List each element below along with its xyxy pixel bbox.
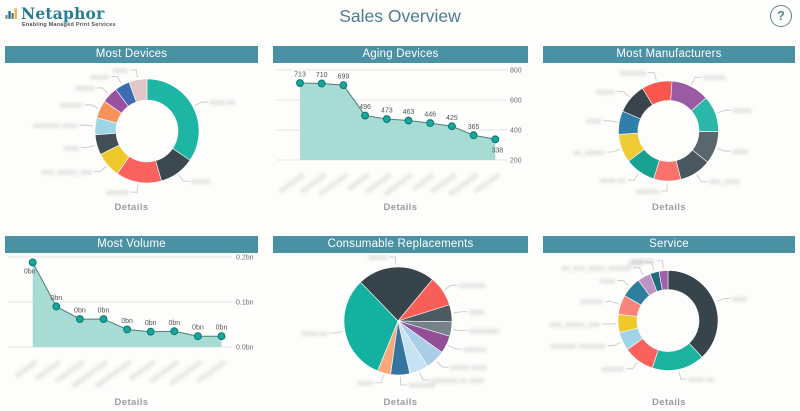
most-manufacturers-donut-chart[interactable]: xxxxxxxxxxxxxxxxxx_xxxxxxxxxxxxxx-xxxx_x…: [543, 63, 795, 198]
svg-text:xxxxxx: xxxxxx: [632, 258, 655, 265]
svg-text:xxxxxxxx: xxxxxxxx: [469, 328, 500, 335]
panel-title-consumable-replacements: Consumable Replacements: [273, 236, 528, 253]
svg-text:0bn: 0bn: [24, 268, 36, 275]
details-link-consumable-replacements[interactable]: Details: [383, 397, 418, 408]
svg-text:xxxxxx: xxxxxx: [60, 102, 83, 109]
svg-text:400: 400: [510, 128, 522, 135]
svg-text:xxxxxx: xxxxxx: [464, 346, 487, 353]
panel-service: Service xxxx xxxx-xx xxxxxx xxxxxxx xxxxxxx…: [543, 236, 795, 411]
svg-text:0.0bn: 0.0bn: [236, 345, 254, 352]
svg-text:xxxx-xx: xxxx-xx: [600, 177, 626, 184]
svg-text:xxxx: xxxx: [469, 309, 484, 316]
svg-text:xxxx: xxxx: [600, 278, 615, 285]
svg-text:xxxx: xxxx: [732, 296, 747, 303]
page-title: Sales Overview: [339, 6, 461, 26]
service-donut-chart[interactable]: xxxx xxxx-xx xxxxxx xxxxxxx xxxxxxx xxx_xxxx…: [543, 253, 795, 393]
details-link-aging-devices[interactable]: Details: [383, 202, 418, 213]
details-link-most-manufacturers[interactable]: Details: [652, 202, 686, 213]
panel-aging-devices: Aging Devices 800 600 400 200 713 710 699 496 47…: [273, 46, 528, 214]
panel-most-manufacturers: Most Manufacturers xxxxxx xxxxx xxxx xxx_xx…: [543, 46, 795, 214]
panel-title-most-manufacturers: Most Manufacturers: [543, 46, 795, 63]
svg-text:0.1bn: 0.1bn: [236, 300, 254, 307]
svg-text:xxxxxxx: xxxxxxx: [409, 382, 436, 389]
svg-text:xxx_xxxxx_xxx: xxx_xxxxx_xxx: [550, 321, 600, 328]
svg-text:xxx_xxxxx_xxx: xxx_xxxxx_xxx: [42, 169, 92, 176]
svg-text:0bn: 0bn: [216, 325, 228, 332]
svg-text:425: 425: [446, 115, 458, 122]
svg-text:xxxxx xxxx: xxxxx xxxx: [450, 364, 487, 371]
svg-text:xxxxxxx xxxxxxx: xxxxxxx xxxxxxx: [550, 343, 606, 350]
svg-text:473: 473: [381, 108, 393, 115]
svg-text:0bn: 0bn: [192, 325, 204, 332]
svg-text:699: 699: [338, 74, 350, 81]
netaphor-logo[interactable]: Netaphor Enabling Managed Print Services: [4, 4, 174, 32]
svg-text:446: 446: [424, 112, 436, 119]
svg-text:xxxxxx: xxxxxx: [636, 188, 659, 195]
help-icon: ?: [777, 9, 785, 23]
svg-text:0bn: 0bn: [74, 308, 86, 315]
svg-text:0bn: 0bn: [98, 308, 110, 315]
logo-barchart-icon: [5, 8, 17, 19]
svg-text:365: 365: [468, 124, 480, 131]
svg-text:xxxxx: xxxxx: [596, 89, 615, 96]
svg-text:xxxxxx: xxxxxx: [703, 75, 726, 82]
logo-tagline: Enabling Managed Print Services: [22, 22, 116, 28]
svg-text:338: 338: [491, 147, 503, 154]
panel-most-volume: Most Volume 0.2bn 0.1bn 0.0bn 0bn 0bn 0bn 0bn 0…: [5, 236, 258, 411]
svg-text:xxxxxxx xx xxxx: xxxxxxx xx xxxx: [431, 377, 485, 384]
panel-title-aging-devices: Aging Devices: [273, 46, 528, 63]
details-link-most-devices[interactable]: Details: [114, 202, 149, 213]
most-devices-donut-chart[interactable]: xxxx-xxxxxxxxxxxxxxxx_xxxxx_xxxxxxxxxxxx…: [5, 63, 258, 198]
svg-text:200: 200: [510, 158, 522, 165]
details-link-most-volume[interactable]: Details: [114, 397, 149, 408]
svg-text:xxxx: xxxx: [586, 118, 601, 125]
svg-text:463: 463: [403, 109, 415, 116]
help-button[interactable]: ?: [770, 5, 792, 27]
svg-text:xxx_xxxx: xxx_xxxx: [709, 179, 740, 186]
svg-text:0.2bn: 0.2bn: [236, 255, 254, 262]
svg-text:xxxx: xxxx: [113, 67, 128, 74]
svg-text:xxxx: xxxx: [64, 145, 79, 152]
panel-title-most-volume: Most Volume: [5, 236, 258, 253]
svg-text:xxxx: xxxx: [358, 380, 373, 387]
svg-text:xx_xxxxx: xx_xxxxx: [574, 149, 605, 156]
svg-text:713: 713: [294, 72, 306, 79]
svg-text:0bn: 0bn: [121, 318, 133, 325]
svg-text:xxxx: xxxx: [733, 148, 748, 155]
svg-text:xxxxx: xxxxx: [733, 107, 752, 114]
logo-text: Netaphor: [21, 4, 105, 23]
svg-text:xxxxxx: xxxxxx: [602, 366, 625, 373]
svg-text:xxxxx: xxxxx: [191, 179, 210, 186]
svg-text:496: 496: [359, 104, 371, 111]
svg-text:xxxx-xx: xxxx-xx: [302, 330, 328, 337]
svg-text:800: 800: [510, 68, 522, 75]
svg-text:xx_xxx_xxxx_xxxxxx: xx_xxx_xxxx_xxxxxx: [562, 265, 632, 272]
svg-text:xxxxxxx: xxxxxxx: [620, 70, 647, 77]
top-bar: Netaphor Enabling Managed Print Services…: [0, 0, 800, 46]
svg-text:xxxx-xx: xxxx-xx: [689, 376, 715, 383]
svg-text:600: 600: [510, 98, 522, 105]
svg-text:0bn: 0bn: [168, 320, 180, 327]
svg-text:xxxxxxx xxxx: xxxxxxx xxxx: [33, 122, 77, 129]
svg-text:xxxx-xx: xxxx-xx: [210, 99, 236, 106]
panel-consumable-replacements: Consumable Replacements xxxxx xxxxxxx xxxx…: [273, 236, 528, 411]
svg-text:xxxxx: xxxxx: [369, 254, 388, 261]
svg-text:xxxxx: xxxxx: [90, 74, 109, 81]
svg-text:xxxxxx: xxxxxx: [580, 299, 603, 306]
svg-text:xxxxx: xxxxx: [75, 85, 94, 92]
svg-text:0bn: 0bn: [145, 320, 157, 327]
svg-text:xxxxxxx: xxxxxxx: [459, 283, 486, 290]
panel-title-most-devices: Most Devices: [5, 46, 258, 63]
most-volume-area-chart[interactable]: 0.2bn 0.1bn 0.0bn 0bn 0bn 0bn 0bn 0bn 0bn 0bn 0bn 0…: [5, 253, 258, 393]
svg-text:0bn: 0bn: [50, 295, 62, 302]
details-link-service[interactable]: Details: [652, 397, 686, 408]
aging-devices-area-chart[interactable]: 800 600 400 200 713 710 699 496 473 463 446 425 365 3…: [273, 63, 528, 198]
svg-text:xxxxxx: xxxxxx: [106, 189, 129, 196]
svg-text:710: 710: [316, 72, 328, 79]
svg-text:xxxx: xxxx: [629, 260, 644, 267]
panel-title-service: Service: [543, 236, 795, 253]
panel-most-devices: Most Devices xxxx-xx xxxxx xxxxxx xxx_xxxxx…: [5, 46, 258, 214]
